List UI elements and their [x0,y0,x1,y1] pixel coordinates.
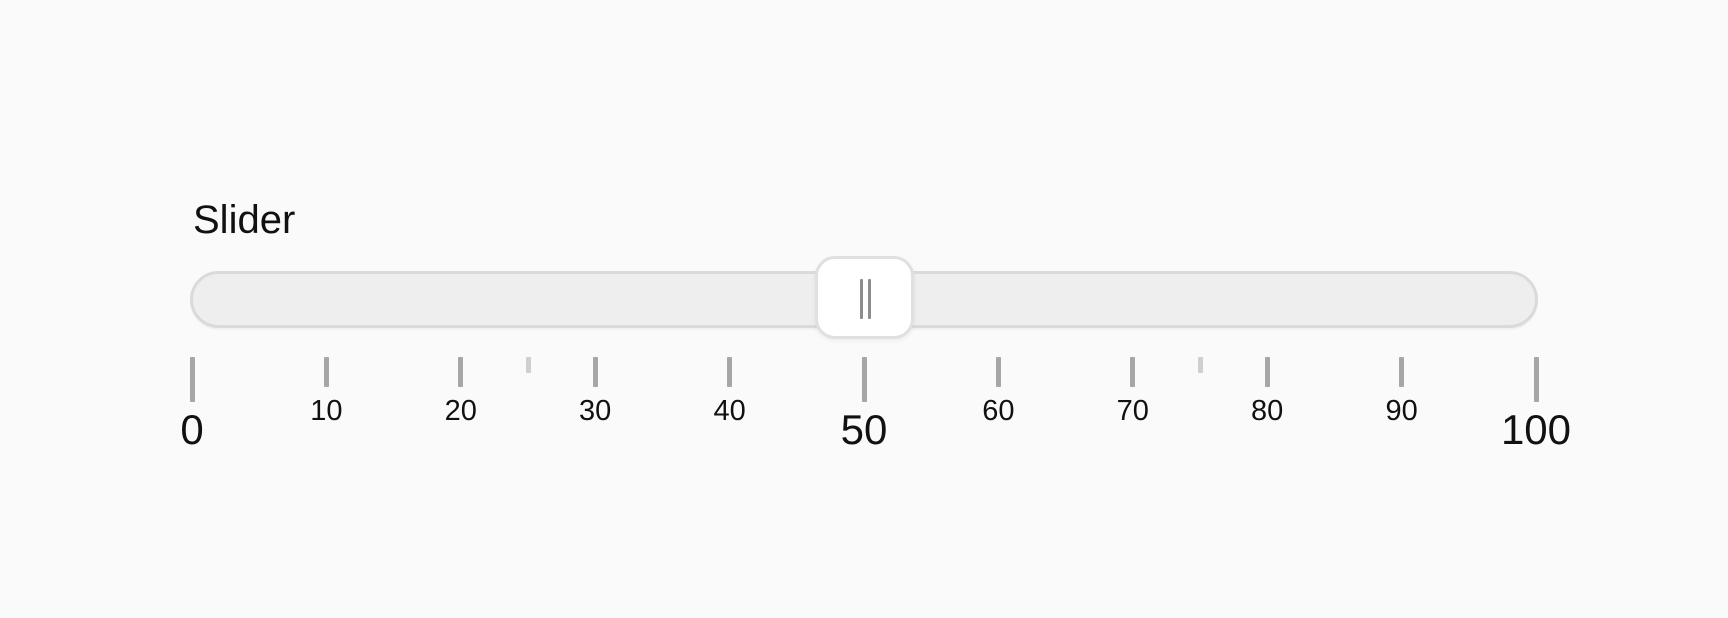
scale-tick-label: 100 [1500,406,1572,453]
scale-tick [861,357,867,402]
scale-tick [592,357,598,387]
scale-tick [458,357,464,387]
scale-tick-label: 40 [713,395,746,427]
grip-lines-icon [868,279,871,319]
scale-tick-label: 30 [579,395,612,427]
scale-tick [1399,357,1405,387]
scale-tick-label: 0 [180,406,204,453]
scale-tick [1264,357,1270,387]
scale-tick-label: 90 [1385,395,1418,427]
scale-tick [189,357,195,402]
scale-tick-label: 10 [310,395,343,427]
scale-tick-label: 70 [1116,395,1149,427]
slider-thumb[interactable] [815,256,914,339]
scale-tick-label: 20 [444,395,477,427]
scale-tick-label: 80 [1251,395,1284,427]
scale-tick [1533,357,1539,402]
scale-tick [323,357,329,387]
minor-tick [525,357,531,373]
scale-tick [995,357,1001,387]
slider-label: Slider [193,198,296,242]
scale-tick-label: 60 [982,395,1015,427]
minor-tick [1197,357,1203,373]
scale-tick-label: 50 [840,406,888,453]
scale-tick [727,357,733,387]
scale-tick [1130,357,1136,387]
grip-lines-icon [860,279,863,319]
